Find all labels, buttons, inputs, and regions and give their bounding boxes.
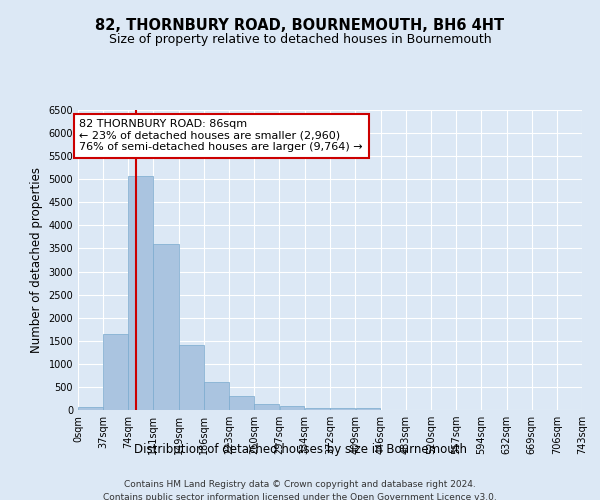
Bar (154, 244, 179, 410)
Bar (356, 408, 380, 410)
Bar (103, 334, 128, 410)
Text: Contains public sector information licensed under the Open Government Licence v3: Contains public sector information licen… (103, 492, 497, 500)
Y-axis label: Number of detached properties: Number of detached properties (30, 167, 43, 353)
Bar (128, 176, 153, 410)
Bar (254, 404, 280, 410)
Text: Size of property relative to detached houses in Bournemouth: Size of property relative to detached ho… (109, 32, 491, 46)
Text: 82, THORNBURY ROAD, BOURNEMOUTH, BH6 4HT: 82, THORNBURY ROAD, BOURNEMOUTH, BH6 4HT (95, 18, 505, 32)
Text: Distribution of detached houses by size in Bournemouth: Distribution of detached houses by size … (133, 442, 467, 456)
Bar (229, 396, 254, 410)
Bar (78, 406, 103, 410)
Bar (331, 408, 355, 410)
Bar (179, 346, 204, 410)
Text: Contains HM Land Registry data © Crown copyright and database right 2024.: Contains HM Land Registry data © Crown c… (124, 480, 476, 489)
Text: 82 THORNBURY ROAD: 86sqm
← 23% of detached houses are smaller (2,960)
76% of sem: 82 THORNBURY ROAD: 86sqm ← 23% of detach… (79, 119, 363, 152)
Bar (305, 408, 330, 410)
Bar (204, 382, 229, 410)
Bar (280, 406, 304, 410)
